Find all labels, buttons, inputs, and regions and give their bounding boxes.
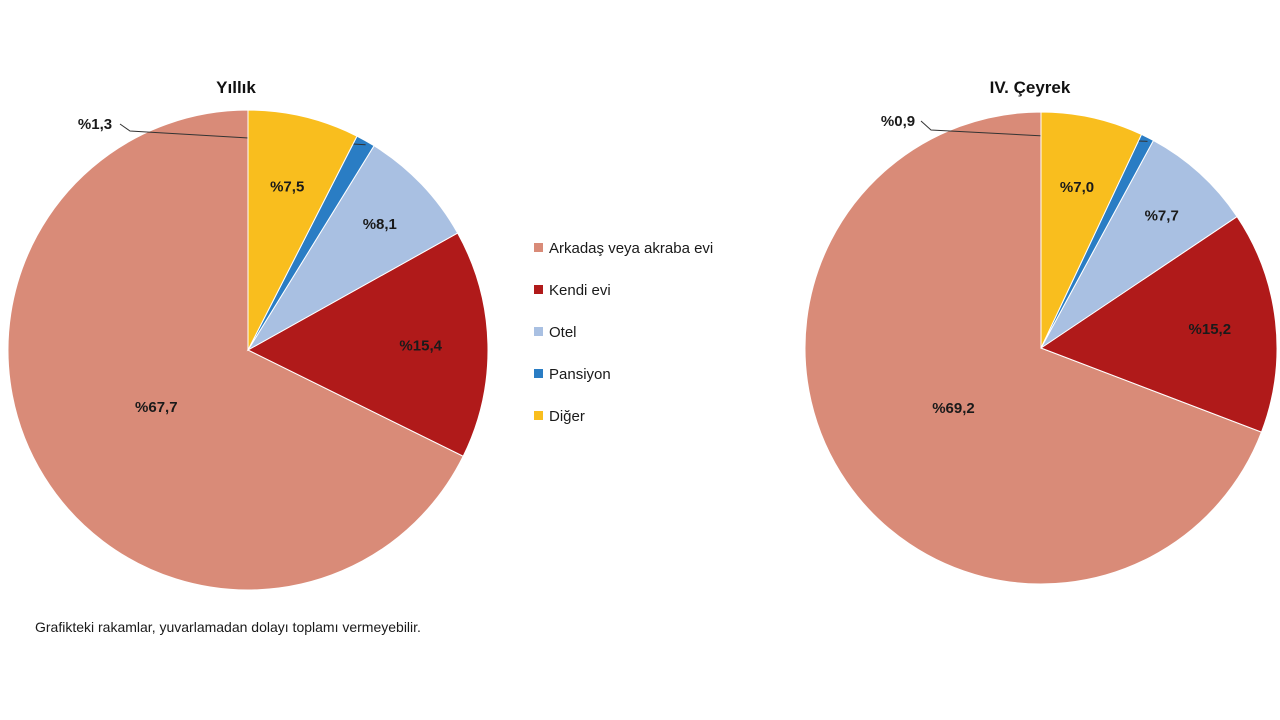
data-label-guesthouse: %1,3 [78,116,112,133]
data-label-other: %7,0 [1060,179,1094,196]
legend-label-other: Diğer [549,408,585,425]
pie-slice-hotel [246,145,459,352]
legend: Arkadaş veya akraba evi Kendi evi Otel Pans… [534,240,713,425]
data-label-own-home: %15,4 [399,338,442,355]
legend-swatch-other [534,411,543,420]
legend-label-own-home: Kendi evi [549,282,611,299]
data-label-hotel: %8,1 [363,216,397,233]
legend-label-friends-relatives: Arkadaş veya akraba evi [549,240,713,257]
pie-slice-other [247,109,358,351]
chart-title: Yıllık [216,78,256,97]
pie-slice-other [1040,111,1143,349]
legend-swatch-hotel [534,327,543,336]
legend-swatch-guesthouse [534,369,543,378]
chart-title: IV. Çeyrek [990,78,1071,97]
pie-slice-friends-relatives [804,111,1263,585]
data-label-hotel: %7,7 [1145,207,1179,224]
footnote: Grafikteki rakamlar, yuvarlamadan dolayı… [35,619,421,635]
data-label-own-home: %15,2 [1189,321,1232,338]
data-label-guesthouse: %0,9 [881,113,915,130]
data-label-friends-relatives: %67,7 [135,399,178,416]
data-label-other: %7,5 [270,179,304,196]
pie-slice-friends-relatives [7,109,464,591]
pie-slice-own-home [1039,215,1278,433]
pie-slice-own-home [246,232,489,457]
legend-swatch-own-home [534,285,543,294]
pie-chart-q4: IV. Çeyrek %69,2 %15,2 %7,7 %0,9 %7,0 [804,78,1278,585]
legend-swatch-friends-relatives [534,243,543,252]
pie-chart-annual: Yıllık %67,7 %15,4 %8,1 %1,3 %7,5 [7,78,489,591]
legend-label-guesthouse: Pansiyon [549,366,611,383]
data-label-friends-relatives: %69,2 [932,400,975,417]
pie-slice-hotel [1040,139,1238,349]
legend-label-hotel: Otel [549,324,577,341]
